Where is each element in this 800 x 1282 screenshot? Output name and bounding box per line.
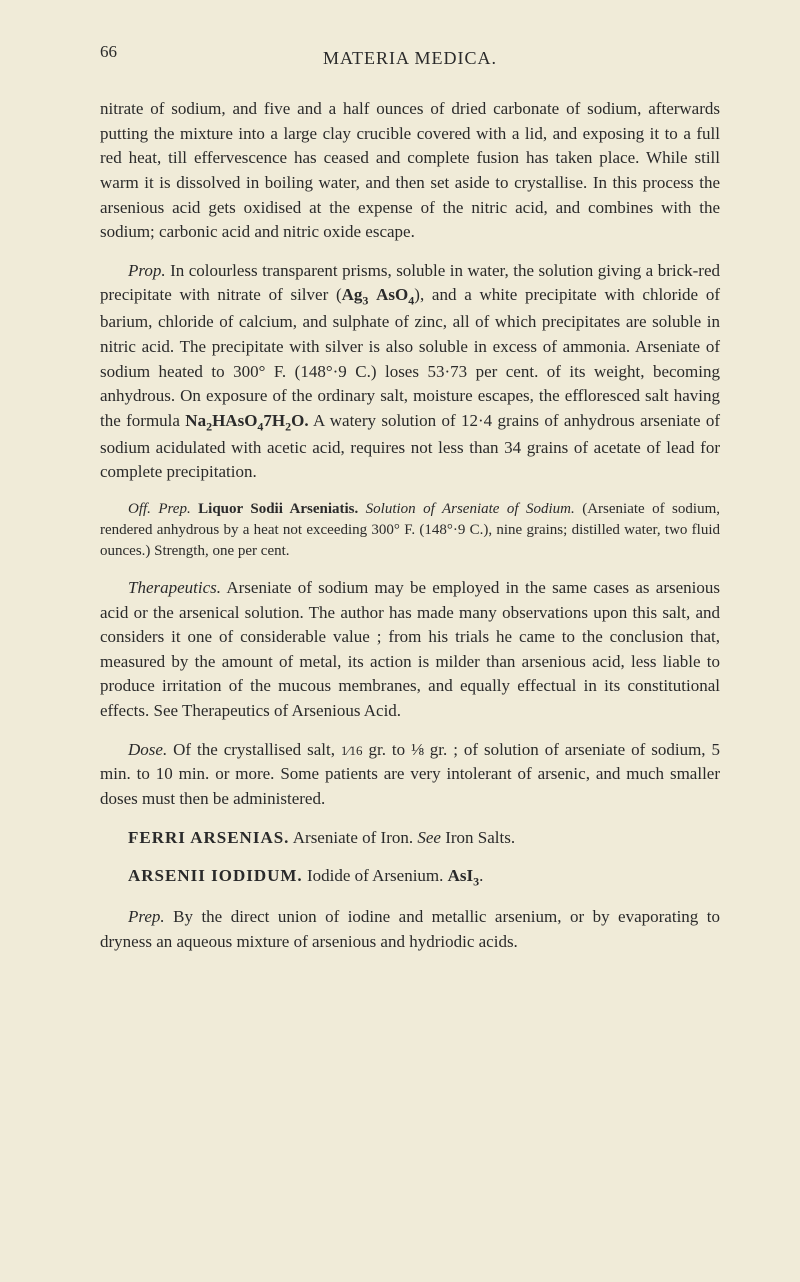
prop-label: Prop.: [128, 261, 166, 280]
ferri-see: See: [417, 828, 441, 847]
paragraph-prop: Prop. In colourless transparent prisms, …: [100, 259, 720, 485]
arsenii-formula: AsI: [448, 866, 474, 885]
prep-body: By the direct union of iodine and metall…: [100, 907, 720, 951]
formula-ag: Ag: [342, 285, 363, 304]
body-text-container: nitrate of sodium, and five and a half o…: [100, 97, 720, 954]
solution-title: Solution of Arseniate of Sodium.: [358, 501, 575, 517]
arsenii-title: ARSENII IODIDUM.: [128, 866, 303, 885]
dose-label: Dose.: [128, 740, 167, 759]
dose-frac2: ⅛: [411, 740, 424, 759]
formula-7h: 7H: [263, 411, 285, 430]
entry-ferri: FERRI ARSENIAS. Arseniate of Iron. See I…: [100, 826, 720, 851]
arsenii-desc: Iodide of Arsenium.: [303, 866, 448, 885]
off-prep-label: Off. Prep.: [128, 501, 191, 517]
dose-text-b: gr. to: [363, 740, 412, 759]
therapeutics-body: Arseniate of sodium may be employed in t…: [100, 578, 720, 720]
ferri-title: FERRI ARSENIAS.: [128, 828, 289, 847]
paragraph-therapeutics: Therapeutics. Arseniate of sodium may be…: [100, 576, 720, 724]
entry-arsenii: ARSENII IODIDUM. Iodide of Arsenium. AsI…: [100, 864, 720, 891]
paragraph-off-prep: Off. Prep. Liquor Sodii Arseniatis. Solu…: [100, 499, 720, 562]
formula-aso: AsO: [376, 285, 408, 304]
ferri-ref: Iron Salts.: [441, 828, 515, 847]
ferri-desc: Arseniate of Iron.: [289, 828, 417, 847]
paragraph-dose: Dose. Of the crystallised salt, 1⁄16 gr.…: [100, 738, 720, 812]
prep-label: Prep.: [128, 907, 165, 926]
liquor-title: Liquor Sodii Arseniatis.: [191, 501, 359, 517]
formula-na: Na: [185, 411, 206, 430]
formula-haso: HAsO: [212, 411, 257, 430]
formula-ag-sub: 3: [362, 294, 368, 308]
paragraph-1: nitrate of sodium, and five and a half o…: [100, 97, 720, 245]
page-header: MATERIA MEDICA.: [100, 48, 720, 69]
paragraph-prep: Prep. By the direct union of iodine and …: [100, 905, 720, 954]
formula-o: O.: [291, 411, 308, 430]
dose-frac1: 1⁄16: [341, 743, 363, 758]
page-number: 66: [100, 42, 117, 62]
arsenii-period: .: [479, 866, 483, 885]
therapeutics-label: Therapeutics.: [128, 578, 221, 597]
dose-text-a: Of the crystallised salt,: [167, 740, 341, 759]
